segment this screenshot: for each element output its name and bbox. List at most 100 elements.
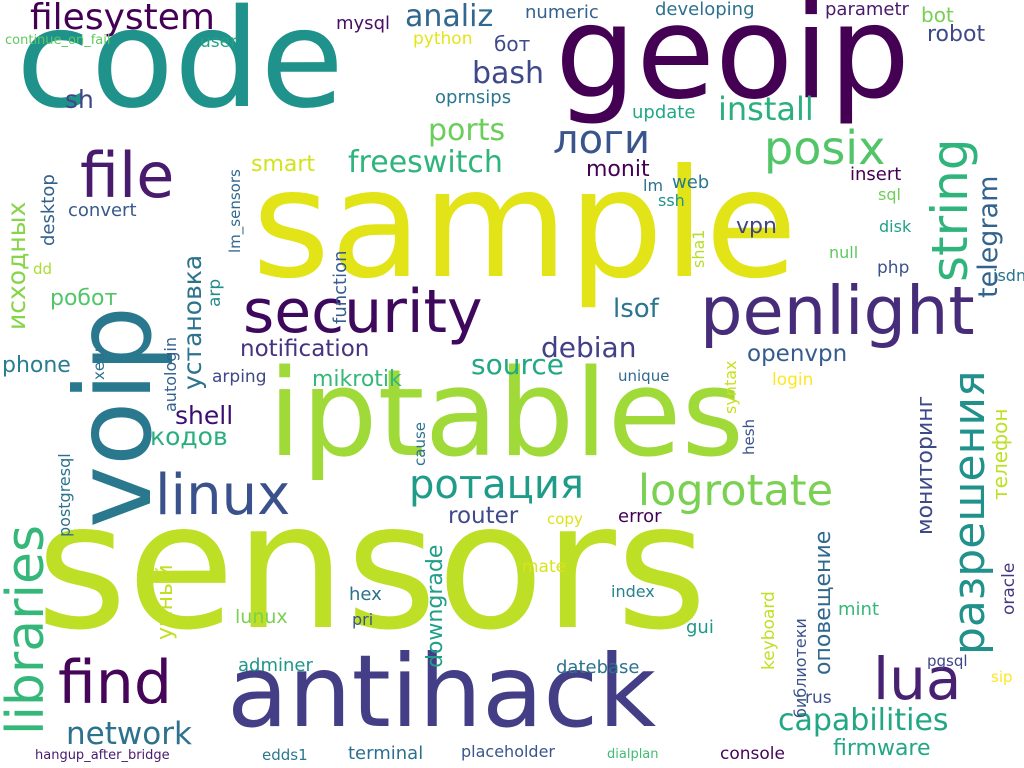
- word-rus: rus: [805, 688, 832, 708]
- word-developing: developing: [655, 0, 755, 20]
- word-login: login: [772, 370, 814, 390]
- word-телефон: телефон: [988, 408, 1012, 500]
- word-adminer: adminer: [238, 655, 313, 676]
- word-sample: sample: [252, 138, 798, 312]
- word-ротация: ротация: [409, 462, 584, 508]
- word-lm_sensors: lm_sensors: [226, 169, 244, 253]
- word-openvpn: openvpn: [747, 341, 848, 367]
- word-update: update: [632, 102, 696, 123]
- word-исходных: исходных: [2, 201, 31, 330]
- word-install: install: [718, 90, 814, 128]
- word-null: null: [829, 243, 859, 262]
- word-oracle: oracle: [999, 562, 1019, 615]
- word-оповещение: оповещение: [811, 530, 836, 675]
- word-filesystem: filesystem: [30, 0, 215, 38]
- word-insert: insert: [850, 164, 902, 185]
- word-gui: gui: [686, 617, 714, 638]
- word-hangup_after_bridge: hangup_after_bridge: [35, 748, 170, 763]
- word-placeholder: placeholder: [461, 742, 555, 761]
- word-sha1: sha1: [689, 229, 708, 268]
- word-monit: monit: [586, 157, 650, 182]
- word-логи: логи: [553, 117, 651, 163]
- word-mysql: mysql: [336, 13, 390, 34]
- word-desktop: desktop: [38, 174, 59, 246]
- word-lm: lm: [643, 176, 664, 195]
- word-security: security: [243, 277, 483, 347]
- word-web: web: [672, 172, 710, 193]
- word-terminal: terminal: [348, 743, 424, 764]
- word-hex: hex: [349, 584, 382, 605]
- word-mint: mint: [838, 599, 880, 620]
- word-mate: mate: [522, 557, 567, 577]
- word-мониторинг: мониторинг: [913, 395, 938, 535]
- word-разрешения: разрешения: [944, 370, 995, 655]
- word-ssh: ssh: [658, 191, 685, 210]
- word-code: code: [16, 0, 344, 139]
- word-хеш: хеш: [90, 348, 108, 380]
- word-робот: робот: [50, 286, 118, 311]
- word-posix: posix: [764, 121, 886, 175]
- word-error: error: [618, 506, 662, 527]
- word-бот: бот: [494, 32, 531, 56]
- word-convert: convert: [68, 200, 137, 221]
- word-datebase: datebase: [556, 657, 640, 678]
- word-user: user: [200, 32, 238, 52]
- word-unique: unique: [618, 367, 670, 385]
- word-copy: copy: [547, 510, 583, 528]
- word-установка: установка: [178, 254, 207, 390]
- word-downgrade: downgrade: [423, 544, 448, 668]
- word-parametr: parametr: [825, 0, 909, 20]
- word-router: router: [448, 503, 519, 529]
- word-vpn: vpn: [736, 214, 777, 239]
- word-lua: lua: [873, 645, 962, 713]
- word-bot: bot: [921, 3, 954, 27]
- word-sql: sql: [878, 185, 901, 204]
- word-numeric: numeric: [525, 2, 599, 23]
- word-linux: linux: [155, 463, 291, 528]
- word-dd: dd: [33, 260, 53, 278]
- word-keyboard: keyboard: [759, 591, 779, 670]
- word-syntax: syntax: [721, 360, 740, 415]
- word-hesh: hesh: [740, 418, 758, 455]
- word-capabilities: capabilities: [778, 703, 949, 738]
- word-firmware: firmware: [833, 736, 931, 761]
- word-function: function: [330, 250, 351, 324]
- word-postgresql: postgresql: [55, 453, 74, 537]
- word-sh: sh: [65, 85, 94, 114]
- word-logrotate: logrotate: [638, 466, 834, 516]
- word-index: index: [611, 582, 655, 601]
- word-кодов: кодов: [150, 422, 228, 451]
- word-edds1: edds1: [262, 746, 308, 764]
- word-shell: shell: [175, 401, 234, 430]
- word-cause: cause: [411, 422, 429, 466]
- word-oprnsips: oprnsips: [435, 87, 512, 108]
- word-lsof: lsof: [613, 294, 659, 324]
- word-analiz: analiz: [405, 0, 494, 34]
- word-continue_on_fail: continue_on_fail: [5, 33, 111, 48]
- word-arping: arping: [212, 367, 267, 387]
- word-string: string: [921, 138, 979, 282]
- word-antihack: antihack: [227, 633, 657, 750]
- word-mikrotik: mikrotik: [312, 367, 402, 392]
- word-libraries: libraries: [0, 524, 56, 735]
- word-pgsql: pgsql: [927, 652, 968, 670]
- word-robot: robot: [927, 22, 986, 47]
- word-iptables: iptables: [268, 345, 744, 484]
- word-php: php: [877, 258, 910, 278]
- word-freeswitch: freeswitch: [348, 145, 503, 180]
- word-geoip: geoip: [555, 0, 911, 128]
- word-pri: pri: [352, 610, 374, 629]
- word-penlight: penlight: [700, 272, 975, 350]
- word-bash: bash: [472, 56, 545, 91]
- word-python: python: [413, 29, 473, 49]
- word-disk: disk: [879, 217, 912, 236]
- word-autologin: autologin: [161, 337, 180, 412]
- word-isdn: isdn: [993, 266, 1024, 285]
- word-phone: phone: [2, 353, 71, 378]
- word-debian: debian: [541, 331, 637, 364]
- word-notification: notification: [240, 336, 370, 362]
- word-source: source: [471, 348, 564, 381]
- word-lunux: lunux: [235, 606, 288, 628]
- word-console: console: [720, 744, 785, 764]
